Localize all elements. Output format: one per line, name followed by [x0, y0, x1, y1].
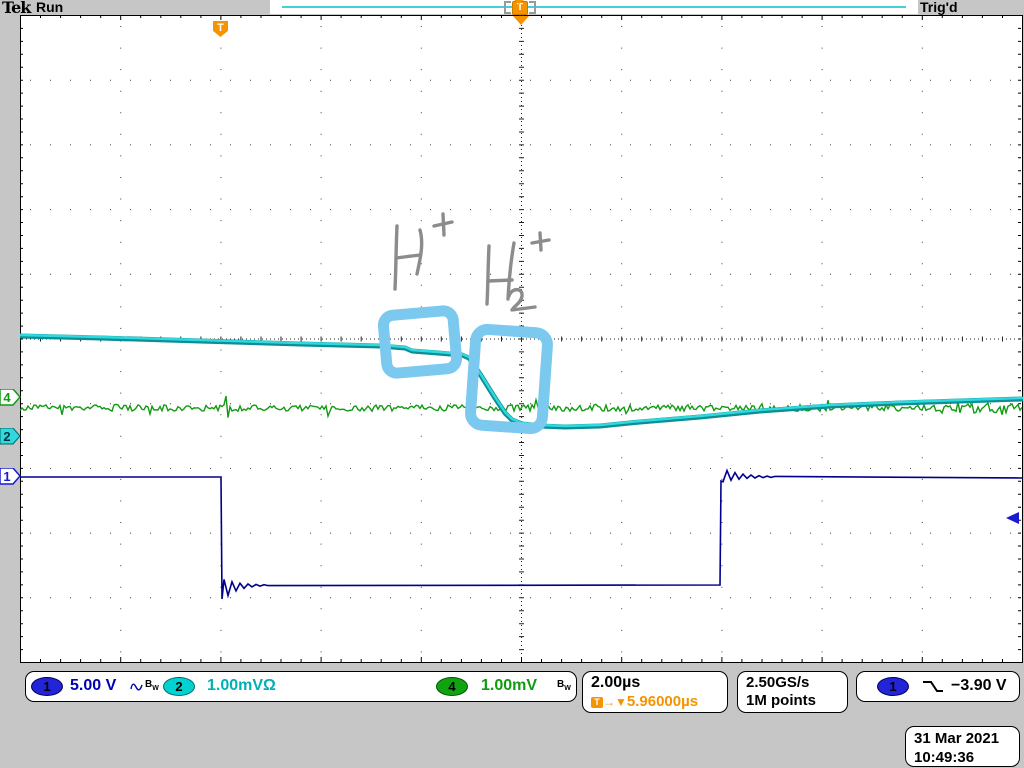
trigger-status: Trig'd — [920, 0, 958, 15]
ch2-scale-readout: 1.00mVΩ — [207, 677, 276, 694]
ink-stroke — [507, 287, 537, 312]
ch2-marker[interactable]: 2 — [0, 428, 21, 445]
ink-stroke — [441, 212, 446, 237]
trigger-source-badge: 1 — [877, 677, 909, 696]
falling-edge-icon — [923, 681, 943, 692]
ch4-bandwidth-icon: BW — [557, 679, 571, 692]
delay-arrows-icon: →▼ — [603, 695, 627, 709]
ch2-trace-core — [20, 333, 1023, 428]
acquisition-readout-box[interactable]: 2.50GS/s 1M points — [737, 671, 848, 713]
ch1-bandwidth-icon: BW — [145, 679, 159, 692]
record-waveform-line — [282, 6, 906, 8]
annotation-h2-plus — [485, 231, 551, 312]
graticule-center-lines — [20, 15, 1023, 662]
ch1-badge: 1 — [31, 677, 63, 696]
record-view-bar[interactable]: T — [270, 0, 918, 15]
trigger-time-badge[interactable]: T — [213, 21, 228, 37]
ink-stroke — [538, 231, 543, 252]
date-readout: 31 Mar 2021 — [914, 730, 1000, 747]
top-status-bar: Tek Run T Trig'd — [0, 0, 1024, 17]
record-trigger-triangle-icon — [514, 0, 524, 4]
ac-coupling-icon — [130, 683, 143, 691]
trigger-level-readout: −3.90 V — [951, 677, 1007, 694]
ch1-marker[interactable]: 1 — [0, 468, 21, 485]
trigger-position-marker[interactable] — [513, 16, 529, 25]
zoom-bracket-left[interactable] — [504, 1, 511, 14]
ch1-scale-readout: 5.00 V — [70, 677, 117, 694]
delay-value: 5.96000µs — [626, 693, 699, 710]
horizontal-readout-box[interactable]: 2.00µs T →▼5.96000µs — [582, 671, 728, 713]
ch4-marker[interactable]: 4 — [0, 389, 21, 406]
ch4-marker-label: 4 — [3, 390, 11, 405]
zoom-bracket-right[interactable] — [529, 1, 536, 14]
acquisition-status: Run — [36, 0, 64, 15]
sample-rate-readout: 2.50GS/s — [746, 674, 810, 691]
ch1-trace — [20, 468, 1023, 600]
ch4-badge: 4 — [436, 677, 468, 696]
ch4-trace — [20, 395, 1023, 419]
ch2-marker-label: 2 — [3, 429, 10, 444]
tek-logo: Tek — [2, 0, 31, 17]
record-length-readout: 1M points — [746, 692, 816, 709]
ch4-scale-readout: 1.00mV — [481, 677, 538, 694]
time-readout: 10:49:36 — [914, 749, 975, 766]
highlight-box-2 — [465, 323, 553, 435]
vertical-readout-box[interactable]: 1 5.00 V BW 2 1.00mVΩ 4 1.00mV BW — [25, 671, 577, 702]
trigger-level-arrow-icon[interactable] — [1006, 512, 1019, 524]
ink-stroke — [394, 253, 422, 260]
ink-stroke — [415, 228, 424, 276]
datetime-box: 31 Mar 2021 10:49:36 — [905, 726, 1020, 767]
delay-trigger-badge-icon: T — [591, 697, 603, 708]
ink-stroke — [485, 244, 491, 306]
trigger-readout-box[interactable]: 1 −3.90 V — [856, 671, 1020, 702]
graticule-svg — [20, 15, 1023, 662]
horizontal-scale-readout: 2.00µs — [591, 674, 641, 691]
ch2-badge: 2 — [163, 677, 195, 696]
ch1-marker-label: 1 — [3, 469, 10, 484]
highlight-box-1 — [377, 305, 463, 379]
delay-readout: T →▼5.96000µs — [591, 693, 698, 711]
annotation-h-plus — [393, 212, 454, 291]
